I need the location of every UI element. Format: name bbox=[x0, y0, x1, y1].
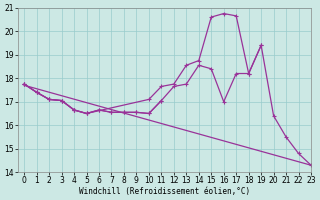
X-axis label: Windchill (Refroidissement éolien,°C): Windchill (Refroidissement éolien,°C) bbox=[79, 187, 250, 196]
